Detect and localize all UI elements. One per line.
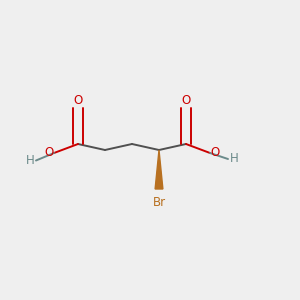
Text: O: O bbox=[182, 94, 190, 106]
Text: H: H bbox=[230, 152, 238, 166]
Text: O: O bbox=[74, 94, 82, 106]
Polygon shape bbox=[155, 150, 163, 189]
Text: O: O bbox=[44, 146, 53, 160]
Text: O: O bbox=[211, 146, 220, 160]
Text: H: H bbox=[26, 154, 34, 167]
Text: Br: Br bbox=[152, 196, 166, 209]
